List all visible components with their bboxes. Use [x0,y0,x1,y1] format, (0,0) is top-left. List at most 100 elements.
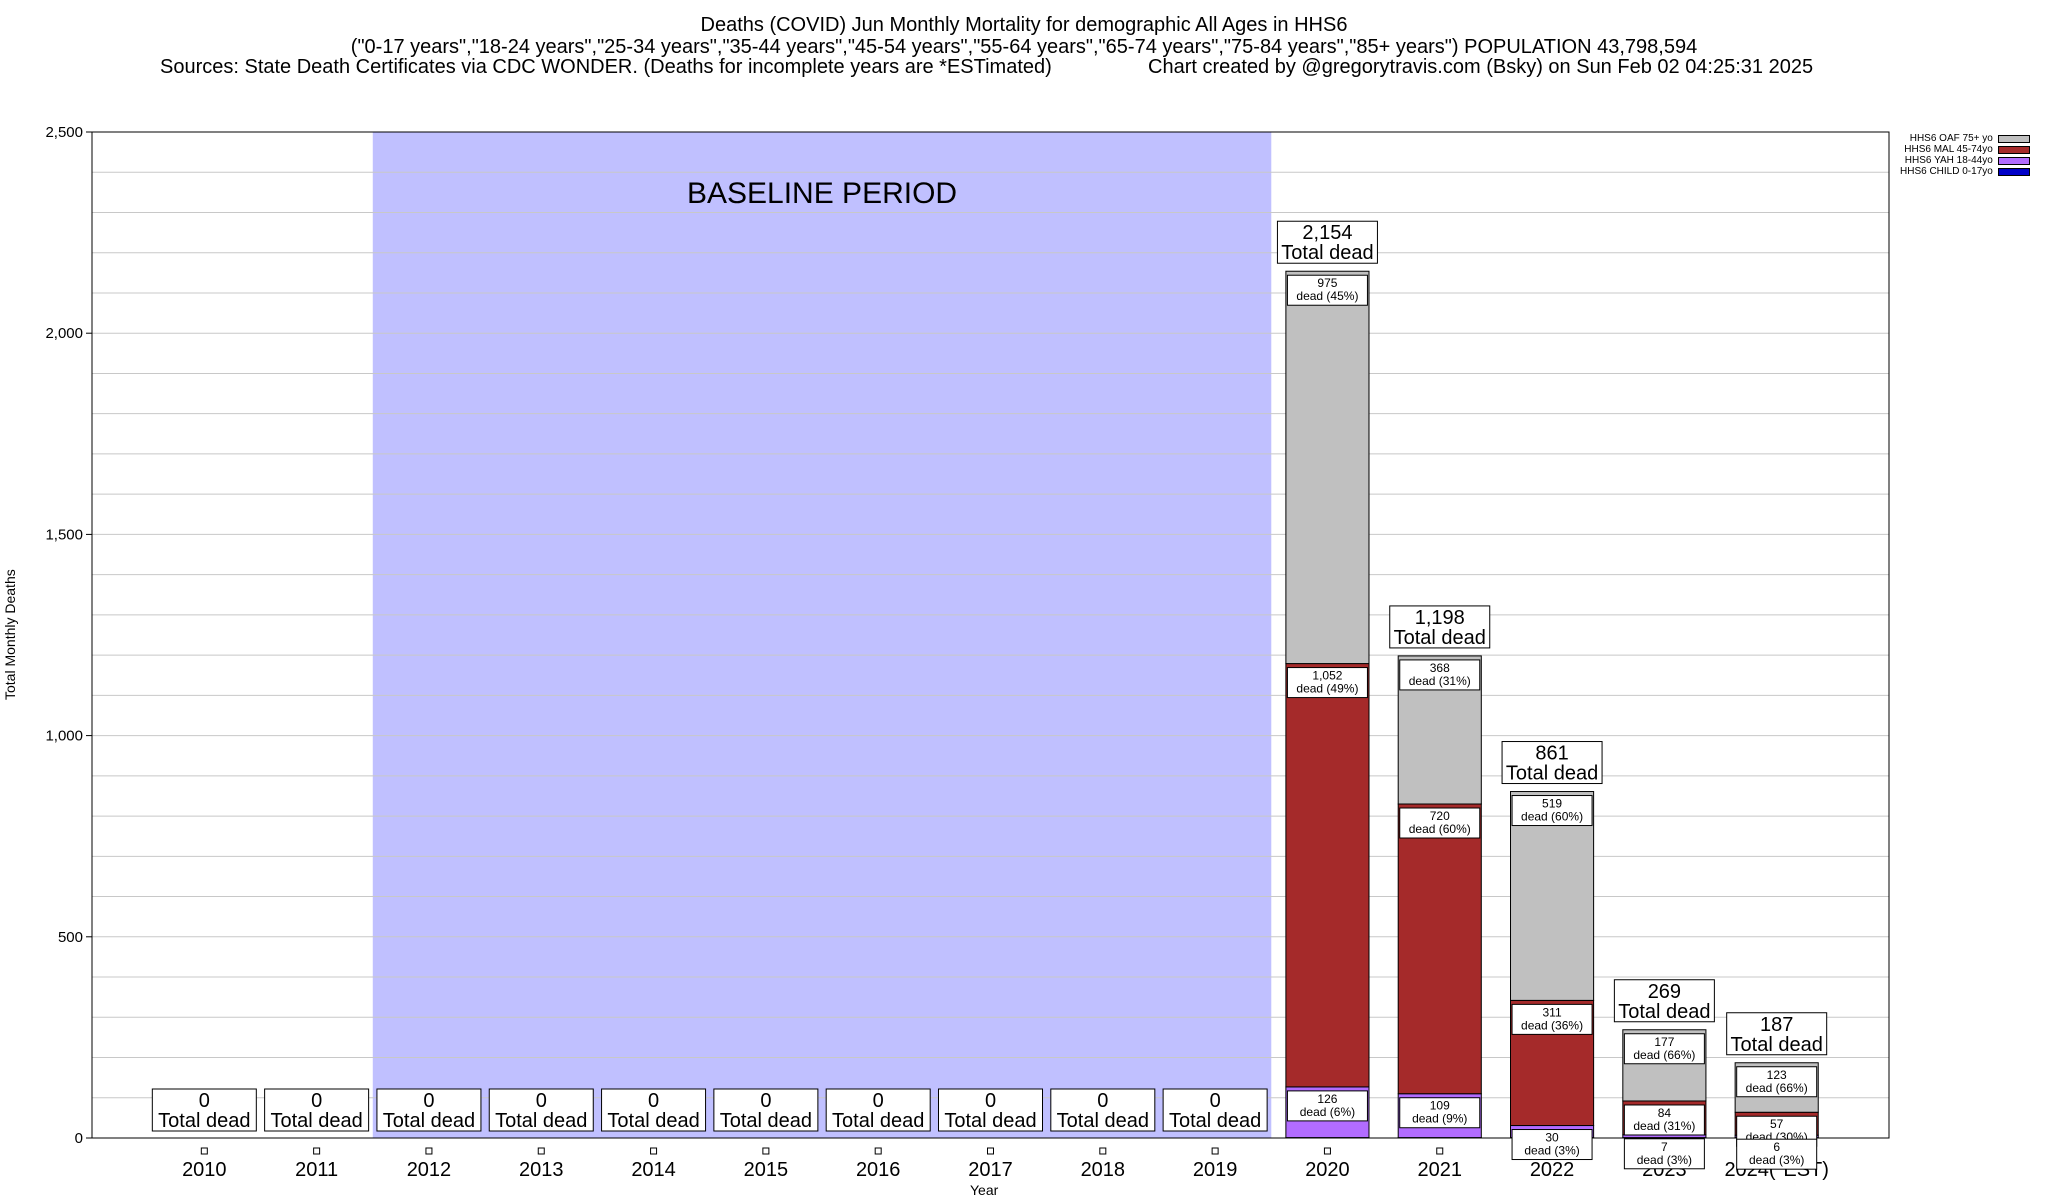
total-caption-label: Total dead [607,1110,699,1132]
total-value-label: 0 [311,1090,322,1112]
total-caption-label: Total dead [383,1110,475,1132]
bar-segment [1285,270,1370,665]
segment-value-label: 1,052 [1312,669,1342,683]
y-tick-label: 500 [58,929,83,946]
segment-label-box [1736,1138,1818,1170]
legend-swatch [1997,145,2030,154]
bar-segment [1510,791,1595,1001]
y-tick-label: 0 [75,1130,83,1147]
y-axis-label: Total Monthly Deaths [2,569,18,700]
segment-pct-label: dead (49%) [1296,682,1358,696]
total-label-box [601,1088,707,1132]
segment-pct-label: dead (3%) [1749,1153,1804,1167]
total-caption-label: Total dead [832,1110,924,1132]
total-caption-label: Total dead [1394,627,1486,649]
x-tick-marker [200,1147,208,1155]
total-value-label: 861 [1535,743,1568,765]
total-label-box [1501,741,1603,785]
legend-label: HHS6 OAF 75+ yo [1909,133,1993,144]
chart-subtitle: ("0-17 years","18-24 years","25-34 years… [350,36,1698,58]
segment-pct-label: dead (3%) [1637,1153,1692,1167]
x-tick-label: 2013 [519,1159,564,1181]
segment-label-box [1286,667,1368,699]
total-caption-label: Total dead [1057,1110,1149,1132]
total-value-label: 0 [648,1090,659,1112]
total-value-label: 0 [536,1090,547,1112]
total-label-box [151,1088,257,1132]
total-label-box [825,1088,931,1132]
total-label-box [1050,1088,1156,1132]
x-tick-label: 2016 [856,1159,901,1181]
x-tick-marker [537,1147,545,1155]
x-axis-label: Year [970,1182,999,1198]
x-tick-label: 2014 [631,1159,676,1181]
credit-text: Chart created by @gregorytravis.com (Bsk… [1148,56,1814,78]
total-label-box [938,1088,1043,1132]
total-value-label: 0 [760,1090,771,1112]
segment-label-box [1736,1066,1818,1098]
legend-item: HHS6 MAL 45-74yo [1900,144,2030,155]
x-tick-label: 2015 [744,1159,789,1181]
x-tick-marker [1099,1147,1107,1155]
y-tick-label: 1,500 [45,526,83,543]
x-tick-marker [762,1147,770,1155]
legend-item: HHS6 CHILD 0-17yo [1900,166,2030,177]
total-label-box [376,1088,482,1132]
total-value-label: 1,198 [1415,607,1465,629]
total-value-label: 269 [1648,981,1681,1003]
chart-title-block: Deaths (COVID) Jun Monthly Mortality for… [0,14,2048,58]
sources-text: Sources: State Death Certificates via CD… [160,56,1052,78]
legend-swatch [1997,134,2030,143]
legend-swatch [1997,167,2030,176]
segment-value-label: 57 [1770,1117,1784,1131]
total-caption-label: Total dead [495,1110,587,1132]
segment-value-label: 720 [1430,809,1450,823]
segment-value-label: 30 [1545,1131,1559,1145]
segment-value-label: 519 [1542,797,1562,811]
total-value-label: 0 [873,1090,884,1112]
segment-pct-label: dead (60%) [1521,810,1583,824]
segment-label-box [1623,1104,1705,1136]
segment-pct-label: dead (45%) [1296,289,1358,303]
segment-label-box [1623,1138,1705,1170]
total-caption-label: Total dead [1169,1110,1261,1132]
total-label-box [264,1088,370,1132]
segment-pct-label: dead (31%) [1633,1119,1695,1133]
total-value-label: 0 [1097,1090,1108,1112]
total-value-label: 2,154 [1302,222,1352,244]
segment-pct-label: dead (60%) [1409,822,1471,836]
total-label-box [1613,979,1715,1023]
baseline-label: BASELINE PERIOD [687,177,957,210]
total-value-label: 0 [1210,1090,1221,1112]
total-label-box [1726,1012,1828,1056]
x-tick-marker [425,1147,433,1155]
legend-label: HHS6 MAL 45-74yo [1904,144,1993,155]
legend-swatch [1997,156,2030,165]
y-tick-label: 1,000 [45,728,83,745]
bar-segment [1285,663,1370,1088]
plot-frame [91,131,1890,1139]
segment-value-label: 84 [1658,1106,1672,1120]
segment-pct-label: dead (9%) [1412,1112,1467,1126]
total-caption-label: Total dead [1618,1001,1710,1023]
segment-label-box [1511,1129,1593,1161]
x-tick-label: 2010 [182,1159,227,1181]
x-tick-label: 2011 [295,1159,338,1181]
segment-pct-label: dead (66%) [1633,1048,1695,1062]
segment-label-box [1399,1097,1481,1129]
x-tick-marker [1323,1147,1331,1155]
segment-pct-label: dead (3%) [1524,1144,1579,1158]
total-label-box [1389,605,1491,649]
total-label-box [1276,220,1378,264]
total-label-box [488,1088,594,1132]
x-tick-marker [313,1147,321,1155]
total-label-box [713,1088,819,1132]
x-tick-label: 2021 [1418,1159,1463,1181]
bar-segment [1397,803,1482,1095]
segment-value-label: 109 [1430,1099,1450,1113]
segment-label-box [1511,1003,1593,1035]
segment-pct-label: dead (36%) [1521,1018,1583,1032]
legend: HHS6 OAF 75+ yo HHS6 MAL 45-74yo HHS6 YAH … [1900,133,2030,177]
segment-value-label: 177 [1654,1035,1674,1049]
